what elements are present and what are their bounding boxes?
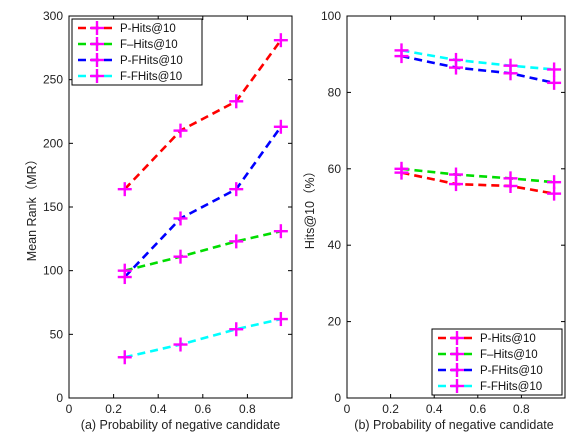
x-tick-label: 0.4 bbox=[150, 402, 167, 416]
chart-panel-2: 0 20 40 60 80 100 0 0.2 0.4 0.6 0.8 (b) Probability… bbox=[303, 9, 566, 432]
y-tick-label: 80 bbox=[328, 85, 342, 99]
series-line-2 bbox=[124, 229, 282, 272]
data-point-s1-1 bbox=[117, 182, 132, 197]
y-tick-label: 100 bbox=[43, 264, 63, 278]
x-tick-label: 0 bbox=[344, 402, 351, 416]
y-tick-label: 0 bbox=[334, 391, 341, 405]
legend-marker-2 bbox=[450, 347, 464, 361]
x-tick-label: 0.2 bbox=[105, 402, 122, 416]
y-tick-label: 300 bbox=[43, 9, 63, 23]
data-point-s1-3 bbox=[229, 94, 244, 109]
data-point-s3-3 bbox=[229, 182, 244, 197]
legend-marker-1 bbox=[450, 331, 464, 345]
data-point-s2-2 bbox=[173, 249, 188, 264]
legend-marker-4 bbox=[450, 379, 464, 393]
data-point-s2-3 bbox=[503, 171, 518, 186]
data-point-s4-1 bbox=[117, 350, 132, 365]
data-point-s4-2 bbox=[449, 52, 463, 67]
legend-marker-2 bbox=[90, 37, 104, 51]
series-line-2 bbox=[401, 167, 555, 184]
data-point-s2-2 bbox=[449, 167, 463, 182]
series-line-1 bbox=[123, 39, 282, 191]
data-point-s2-4 bbox=[547, 175, 562, 190]
data-point-s3-2 bbox=[173, 211, 188, 226]
data-point-s1-2 bbox=[173, 123, 188, 138]
data-point-s4-3 bbox=[503, 58, 518, 73]
legend-label-2: F–Hits@10 bbox=[120, 39, 178, 51]
data-point-s2-1 bbox=[394, 161, 409, 176]
data-point-s3-4 bbox=[547, 75, 562, 90]
legend-marker-3 bbox=[90, 53, 104, 67]
y-tick-label: 20 bbox=[328, 315, 342, 329]
legend: P-Hits@10 F–Hits@10 P-FHits@10 F-FHits@10 bbox=[431, 328, 563, 396]
y-tick-label: 200 bbox=[43, 136, 63, 150]
y-axis-title: Mean Rank（MR） bbox=[25, 153, 39, 261]
legend-marker-3 bbox=[450, 363, 464, 377]
y-tick-label: 100 bbox=[321, 9, 341, 23]
legend-label-1: P-Hits@10 bbox=[120, 23, 176, 35]
series-line-1 bbox=[401, 171, 555, 195]
data-point-s4-4 bbox=[547, 62, 562, 77]
series-line-3 bbox=[401, 54, 555, 85]
series-line-4 bbox=[401, 49, 555, 71]
data-point-s3-1 bbox=[117, 270, 132, 285]
legend-box bbox=[71, 18, 203, 86]
y-tick-label: 250 bbox=[43, 73, 63, 87]
legend: P-Hits@10 F–Hits@10 P-FHits@10 F-FHits@10 bbox=[71, 18, 203, 86]
data-point-s3-4 bbox=[273, 119, 288, 134]
legend-label-3: P-FHits@10 bbox=[480, 365, 543, 377]
x-tick-label: 0.4 bbox=[426, 402, 443, 416]
y-tick-label: 50 bbox=[50, 327, 64, 341]
legend-label-3: P-FHits@10 bbox=[120, 55, 183, 67]
x-axis-title: (a) Probability of negative candidate bbox=[81, 418, 280, 432]
y-tick-label: 150 bbox=[43, 200, 63, 214]
x-axis-title: (b) Probability of negative candidate bbox=[354, 418, 553, 432]
legend-box bbox=[431, 328, 563, 396]
data-point-s4-2 bbox=[173, 337, 188, 352]
y-axis-title: Hits@10（%） bbox=[303, 165, 317, 249]
y-tick-label: 60 bbox=[328, 162, 342, 176]
legend-label-4: F-FHits@10 bbox=[480, 381, 542, 393]
x-tick-label: 0.8 bbox=[513, 402, 530, 416]
y-tick-label: 40 bbox=[328, 238, 342, 252]
legend-label-1: P-Hits@10 bbox=[480, 333, 536, 345]
data-point-s4-3 bbox=[229, 322, 244, 337]
x-tick-label: 0.6 bbox=[194, 402, 211, 416]
legend-label-4: F-FHits@10 bbox=[120, 71, 182, 83]
data-point-s4-4 bbox=[273, 312, 288, 327]
data-point-s2-4 bbox=[273, 224, 288, 239]
legend-marker-4 bbox=[90, 69, 104, 83]
legend-marker-1 bbox=[90, 21, 104, 35]
plot-frame bbox=[346, 15, 566, 399]
y-tick-label: 0 bbox=[56, 391, 63, 405]
x-tick-label: 0.2 bbox=[382, 402, 399, 416]
series-line-3 bbox=[123, 126, 282, 278]
legend-label-2: F–Hits@10 bbox=[480, 349, 538, 361]
data-point-s2-3 bbox=[229, 234, 244, 249]
data-point-s1-4 bbox=[273, 33, 288, 48]
x-tick-label: 0.8 bbox=[239, 402, 256, 416]
x-tick-label: 0 bbox=[66, 402, 73, 416]
data-point-s4-1 bbox=[394, 43, 409, 58]
x-tick-label: 0.6 bbox=[469, 402, 486, 416]
chart-panel-1: 0 50 100 150 200 250 300 0 0.2 0.4 0.6 0.8 (a) Proba… bbox=[25, 9, 293, 432]
series-line-4 bbox=[124, 317, 282, 359]
